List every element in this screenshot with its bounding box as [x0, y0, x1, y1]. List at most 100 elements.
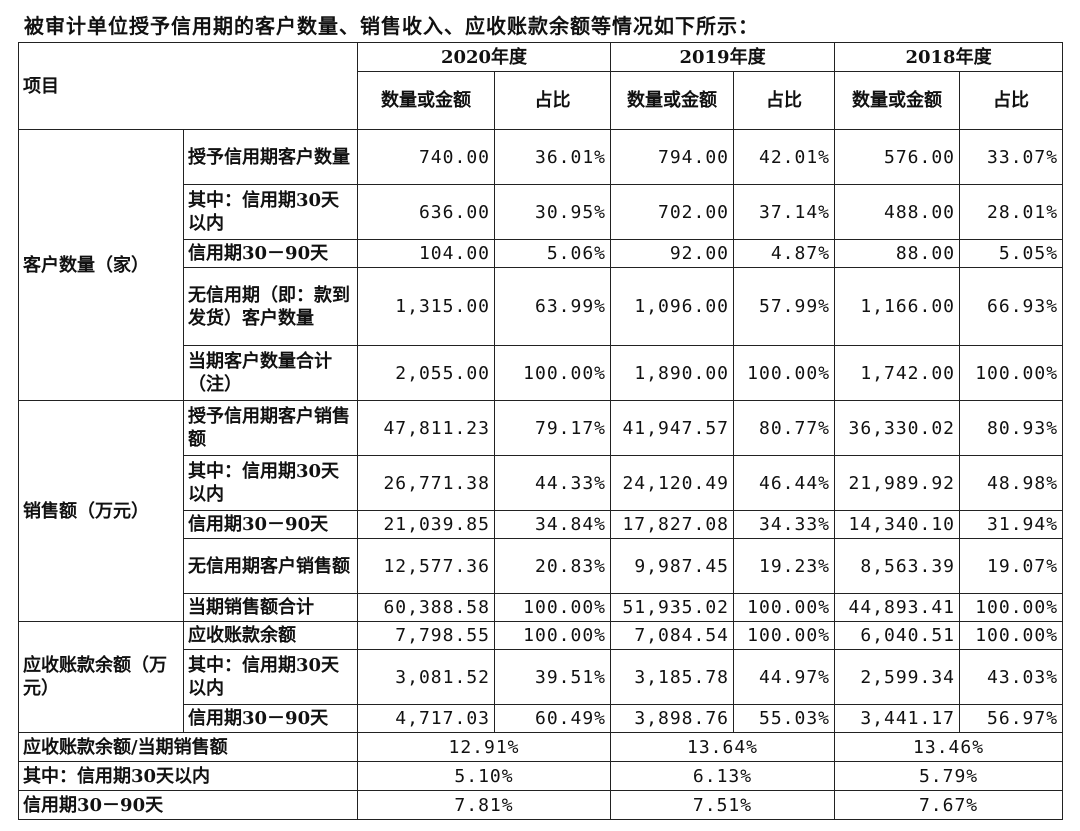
row-label: 其中：信用期30天以内: [183, 455, 358, 511]
ratio-cell: 48.98%: [959, 455, 1064, 511]
amount-cell: 794.00: [610, 129, 735, 185]
amount-cell: 1,890.00: [610, 345, 735, 401]
amount-cell: 4,717.03: [357, 704, 495, 733]
amount-cell: 21,989.92: [834, 455, 961, 511]
amount-cell: 488.00: [834, 184, 961, 240]
ratio-cell: 5.06%: [493, 239, 612, 268]
row-label: 授予信用期客户销售额: [183, 400, 358, 456]
ratio-cell: 43.03%: [959, 649, 1064, 705]
ratio-cell: 80.77%: [733, 400, 836, 456]
amount-cell: 14,340.10: [834, 510, 961, 539]
table-row: 信用期30－90天 4,717.03 60.49% 3,898.76 55.03% 3,4…: [19, 704, 1064, 733]
amount-cell: 36,330.02: [834, 400, 961, 456]
table-row: 当期销售额合计 60,388.58 100.00% 51,935.02 100.00% 4…: [19, 593, 1064, 622]
amount-cell: 51,935.02: [610, 593, 735, 622]
amount-cell: 41,947.57: [610, 400, 735, 456]
row-label: 信用期30－90天: [183, 239, 358, 268]
ratio-cell: 100.00%: [493, 621, 612, 650]
ratio-cell: 100.00%: [733, 593, 836, 622]
ratio-cell: 34.33%: [733, 510, 836, 539]
ratio-row: 信用期30－90天 7.81% 7.51% 7.67%: [18, 790, 1064, 820]
ratio-cell: 80.93%: [959, 400, 1064, 456]
ratio-value-cell: 5.10%: [356, 761, 612, 791]
table-row: 销售额（万元） 授予信用期客户销售额 47,811.23 79.17% 41,947.5…: [18, 400, 1064, 622]
ratio-cell: 63.99%: [493, 267, 612, 346]
ratio-cell: 39.51%: [493, 649, 612, 705]
row-label: 信用期30－90天: [183, 510, 358, 539]
ratio-cell: 100.00%: [493, 593, 612, 622]
row-label: 信用期30－90天: [183, 704, 358, 733]
row-label: 当期销售额合计: [183, 593, 358, 622]
ratio-value-cell: 13.64%: [610, 732, 836, 762]
ratio-cell: 44.33%: [493, 455, 612, 511]
amount-cell: 24,120.49: [610, 455, 735, 511]
ratio-cell: 60.49%: [493, 704, 612, 733]
row-label: 无信用期客户销售额: [183, 538, 358, 594]
header-ratio: 占比: [493, 71, 612, 130]
amount-cell: 104.00: [357, 239, 495, 268]
amount-cell: 88.00: [834, 239, 961, 268]
amount-cell: 1,742.00: [834, 345, 961, 401]
table-body: 客户数量（家） 授予信用期客户数量 740.00 36.01% 794.00 42.01%…: [18, 129, 1064, 820]
header-amount: 数量或金额: [834, 71, 961, 130]
ratio-cell: 42.01%: [733, 129, 836, 185]
amount-cell: 3,898.76: [610, 704, 735, 733]
ratio-cell: 34.84%: [493, 510, 612, 539]
ratio-row-label: 应收账款余额/当期销售额: [18, 732, 358, 762]
group-label: 应收账款余额（万元）: [18, 621, 184, 733]
amount-cell: 2,599.34: [834, 649, 961, 705]
ratio-cell: 46.44%: [733, 455, 836, 511]
header-amount: 数量或金额: [610, 71, 735, 130]
header-item: 项目: [18, 42, 358, 130]
ratio-cell: 66.93%: [959, 267, 1064, 346]
header-ratio: 占比: [959, 71, 1064, 130]
header-year-2019: 2019年度: [610, 42, 836, 72]
ratio-cell: 20.83%: [493, 538, 612, 594]
header-amount: 数量或金额: [357, 71, 495, 130]
amount-cell: 2,055.00: [357, 345, 495, 401]
amount-cell: 7,084.54: [610, 621, 735, 650]
table-row: 其中：信用期30天以内 636.00 30.95% 702.00 37.14% 488.0…: [19, 184, 1064, 240]
ratio-cell: 31.94%: [959, 510, 1064, 539]
header-ratio: 占比: [733, 71, 836, 130]
amount-cell: 47,811.23: [357, 400, 495, 456]
amount-cell: 17,827.08: [610, 510, 735, 539]
ratio-row: 应收账款余额/当期销售额 12.91% 13.64% 13.46%: [18, 732, 1064, 762]
amount-cell: 702.00: [610, 184, 735, 240]
row-label: 应收账款余额: [183, 621, 358, 650]
ratio-row: 其中：信用期30天以内 5.10% 6.13% 5.79%: [18, 761, 1064, 791]
ratio-cell: 33.07%: [959, 129, 1064, 185]
ratio-cell: 28.01%: [959, 184, 1064, 240]
ratio-cell: 4.87%: [733, 239, 836, 268]
amount-cell: 60,388.58: [357, 593, 495, 622]
ratio-cell: 30.95%: [493, 184, 612, 240]
amount-cell: 21,039.85: [357, 510, 495, 539]
ratio-cell: 100.00%: [733, 345, 836, 401]
amount-cell: 92.00: [610, 239, 735, 268]
ratio-row-label: 其中：信用期30天以内: [18, 761, 358, 791]
ratio-cell: 79.17%: [493, 400, 612, 456]
financial-table: 项目 2020年度 2019年度 2018年度 数量或金额 占比 数量或金额 占…: [18, 42, 1064, 820]
table-row: 其中：信用期30天以内 26,771.38 44.33% 24,120.49 46.44…: [19, 455, 1064, 511]
amount-cell: 7,798.55: [357, 621, 495, 650]
ratio-cell: 57.99%: [733, 267, 836, 346]
table-row: 无信用期客户销售额 12,577.36 20.83% 9,987.45 19.23% 8,…: [19, 538, 1064, 594]
ratio-cell: 5.05%: [959, 239, 1064, 268]
amount-cell: 636.00: [357, 184, 495, 240]
row-label: 其中：信用期30天以内: [183, 184, 358, 240]
ratio-cell: 44.97%: [733, 649, 836, 705]
amount-cell: 8,563.39: [834, 538, 961, 594]
amount-cell: 740.00: [357, 129, 495, 185]
ratio-value-cell: 7.51%: [610, 790, 836, 820]
ratio-row-label: 信用期30－90天: [18, 790, 358, 820]
ratio-value-cell: 6.13%: [610, 761, 836, 791]
ratio-value-cell: 13.46%: [834, 732, 1064, 762]
intro-text: 被审计单位授予信用期的客户数量、销售收入、应收账款余额等情况如下所示：: [24, 14, 759, 38]
amount-cell: 26,771.38: [357, 455, 495, 511]
header-year-2020: 2020年度: [356, 42, 612, 72]
amount-cell: 1,096.00: [610, 267, 735, 346]
row-label: 其中：信用期30天以内: [183, 649, 358, 705]
ratio-cell: 56.97%: [959, 704, 1064, 733]
row-label: 授予信用期客户数量: [183, 129, 358, 185]
